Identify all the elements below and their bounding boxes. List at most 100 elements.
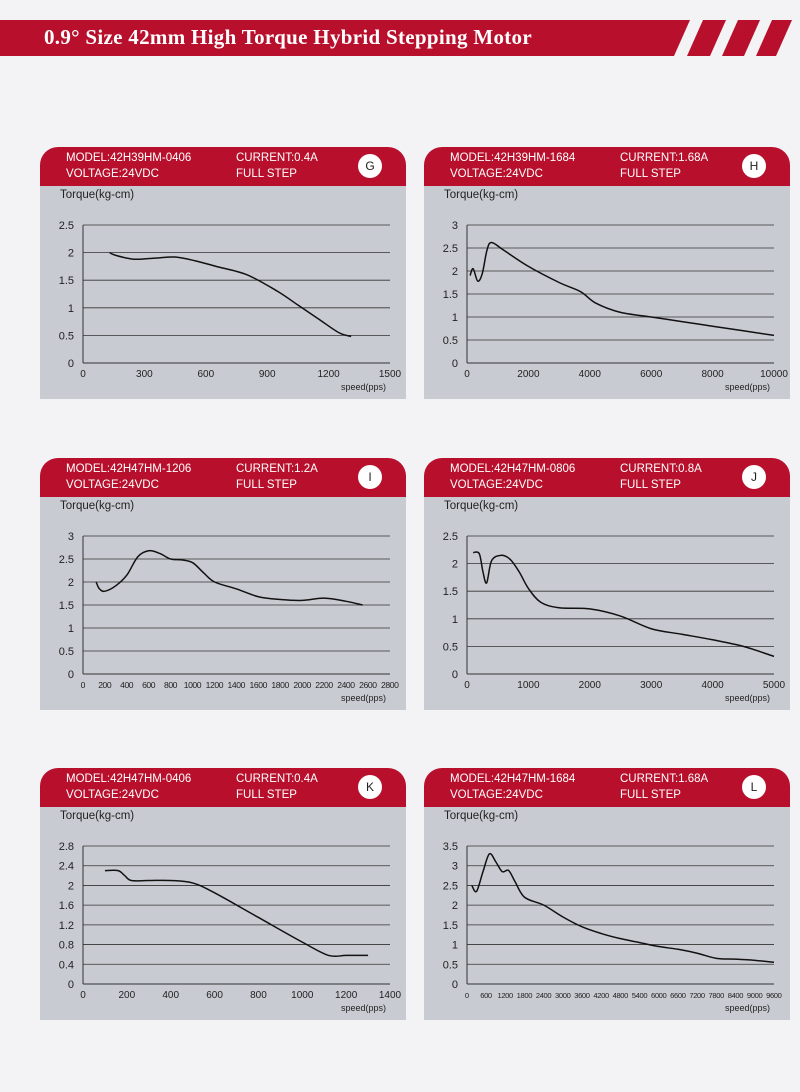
chart-panel: Torque(kg-cm) speed(pps) 0 0.5 1 1.5 2 2.5 3 0 200… (424, 186, 790, 399)
x-tick-label: 1500 (379, 369, 402, 380)
y-tick-label: 0.5 (59, 646, 74, 658)
y-tick-label: 2.5 (443, 243, 458, 255)
chart-panel: Torque(kg-cm) speed(pps) 0 0.5 1 1.5 2 2.5 0 1000… (424, 497, 790, 710)
step-mode-label: FULL STEP (620, 789, 681, 801)
x-tick-label: 3000 (640, 680, 663, 691)
chart-card-j: MODEL:42H47HM-0806 CURRENT:0.8A VOLTAGE:24… (424, 458, 790, 710)
torque-speed-chart: 0 0.5 1 1.5 2 2.5 0 300 600 900 1200 1500 (59, 220, 402, 380)
x-tick-label: 1200 (317, 369, 340, 380)
x-tick-label: 0 (464, 680, 470, 691)
y-axis-label: Torque(kg-cm) (444, 810, 519, 822)
y-tick-label: 1.5 (443, 920, 458, 932)
y-tick-label: 3 (452, 220, 458, 232)
torque-speed-chart: 0 0.5 1 1.5 2 2.5 3 0 200 400 600 800 1000 1200 1400 16… (59, 531, 399, 690)
x-tick-label: 2600 (359, 680, 377, 690)
chart-panel: Torque(kg-cm) speed(pps) 0 0.5 1 1.5 2 2.5 3 3.5 0… (424, 807, 790, 1020)
x-tick-label: 8400 (728, 991, 744, 1000)
chart-panel: Torque(kg-cm) speed(pps) 0 0.5 1 1.5 2 2.5 0 300 6… (40, 186, 406, 399)
voltage-label: VOLTAGE:24VDC (66, 479, 159, 491)
x-tick-label: 9000 (747, 991, 763, 1000)
x-tick-label: 6000 (651, 991, 667, 1000)
current-label: CURRENT:1.2A (236, 463, 318, 475)
chart-card-header: MODEL:42H47HM-1206 CURRENT:1.2A VOLTAGE:24… (40, 458, 406, 497)
y-tick-label: 0.4 (59, 959, 74, 971)
x-tick-label: 600 (480, 991, 492, 1000)
torque-curve (469, 241, 775, 337)
torque-curve (95, 549, 363, 606)
torque-speed-chart: 0 0.5 1 1.5 2 2.5 3 3.5 0 600 1200 1800 2400 3000 3600… (443, 841, 782, 1000)
voltage-label: VOLTAGE:24VDC (66, 168, 159, 180)
y-tick-label: 0 (68, 979, 74, 991)
y-tick-label: 2 (68, 880, 74, 892)
banner-red-bar (0, 20, 690, 56)
y-tick-label: 0 (68, 669, 74, 681)
x-tick-label: 1400 (228, 680, 246, 690)
x-tick-label: 400 (162, 990, 179, 1001)
y-tick-label: 1 (452, 940, 458, 952)
x-tick-label: 1600 (249, 680, 267, 690)
y-tick-label: 2.5 (443, 880, 458, 892)
torque-speed-chart: 0 0.5 1 1.5 2 2.5 0 1000 2000 3000 4000 5000 (443, 531, 786, 691)
chart-letter-badge: L (742, 775, 766, 799)
x-tick-label: 2000 (579, 680, 602, 691)
chart-card-k: MODEL:42H47HM-0406 CURRENT:0.4A VOLTAGE:24… (40, 768, 406, 1020)
y-tick-label: 3 (68, 531, 74, 543)
y-tick-label: 0.5 (443, 641, 458, 653)
y-tick-label: 0.5 (443, 335, 458, 347)
x-tick-label: 9600 (766, 991, 782, 1000)
step-mode-label: FULL STEP (620, 168, 681, 180)
y-tick-label: 0.5 (59, 330, 74, 342)
model-label: MODEL:42H39HM-1684 (450, 152, 576, 164)
y-tick-label: 0.8 (59, 940, 74, 952)
chart-letter-badge: G (358, 154, 382, 178)
chart-panel: Torque(kg-cm) speed(pps) 0 0.5 1 1.5 2 2.5 3 0 200… (40, 497, 406, 710)
x-tick-label: 0 (80, 990, 86, 1001)
x-tick-label: 600 (142, 680, 156, 690)
y-tick-label: 0 (68, 358, 74, 370)
banner-stripe-2 (722, 20, 760, 56)
chart-card-header: MODEL:42H39HM-0406 CURRENT:0.4A VOLTAGE:24… (40, 147, 406, 186)
y-tick-label: 3.5 (443, 841, 458, 853)
chart-letter-badge: J (742, 465, 766, 489)
x-tick-label: 0 (464, 369, 470, 380)
y-tick-label: 1 (452, 614, 458, 626)
x-tick-label: 2800 (381, 680, 399, 690)
voltage-label: VOLTAGE:24VDC (450, 168, 543, 180)
model-label: MODEL:42H47HM-1206 (66, 463, 192, 475)
y-tick-label: 2.5 (59, 554, 74, 566)
x-axis-label: speed(pps) (724, 1003, 770, 1013)
x-tick-label: 8000 (701, 369, 724, 380)
step-mode-label: FULL STEP (236, 789, 297, 801)
y-tick-label: 1.5 (59, 275, 74, 287)
x-tick-label: 5400 (632, 991, 648, 1000)
y-tick-label: 1.2 (59, 920, 74, 932)
voltage-label: VOLTAGE:24VDC (450, 789, 543, 801)
chart-card-header: MODEL:42H47HM-1684 CURRENT:1.68A VOLTAGE:2… (424, 768, 790, 807)
x-tick-label: 2400 (337, 680, 355, 690)
current-label: CURRENT:1.68A (620, 773, 709, 785)
x-tick-label: 600 (206, 990, 223, 1001)
chart-card-h: MODEL:42H39HM-1684 CURRENT:1.68A VOLTAGE:2… (424, 147, 790, 399)
y-tick-label: 1 (68, 623, 74, 635)
title-banner (0, 20, 792, 56)
y-tick-label: 0 (452, 979, 458, 991)
x-tick-label: 600 (197, 369, 214, 380)
x-tick-label: 6600 (670, 991, 686, 1000)
current-label: CURRENT:0.4A (236, 773, 318, 785)
x-tick-label: 2000 (517, 369, 540, 380)
x-tick-label: 900 (259, 369, 276, 380)
x-tick-label: 1000 (517, 680, 540, 691)
y-tick-label: 1.5 (59, 600, 74, 612)
page-title: 0.9° Size 42mm High Torque Hybrid Steppi… (44, 25, 532, 49)
step-mode-label: FULL STEP (236, 168, 297, 180)
torque-curve (104, 869, 369, 958)
x-tick-label: 0 (80, 369, 86, 380)
x-tick-label: 1400 (379, 990, 402, 1001)
y-axis-label: Torque(kg-cm) (444, 189, 519, 201)
y-tick-label: 0.5 (443, 959, 458, 971)
x-tick-label: 1800 (271, 680, 289, 690)
chart-letter-badge: H (742, 154, 766, 178)
x-axis-label: speed(pps) (724, 693, 770, 703)
chart-card-l: MODEL:42H47HM-1684 CURRENT:1.68A VOLTAGE:2… (424, 768, 790, 1020)
chart-card-header: MODEL:42H39HM-1684 CURRENT:1.68A VOLTAGE:2… (424, 147, 790, 186)
